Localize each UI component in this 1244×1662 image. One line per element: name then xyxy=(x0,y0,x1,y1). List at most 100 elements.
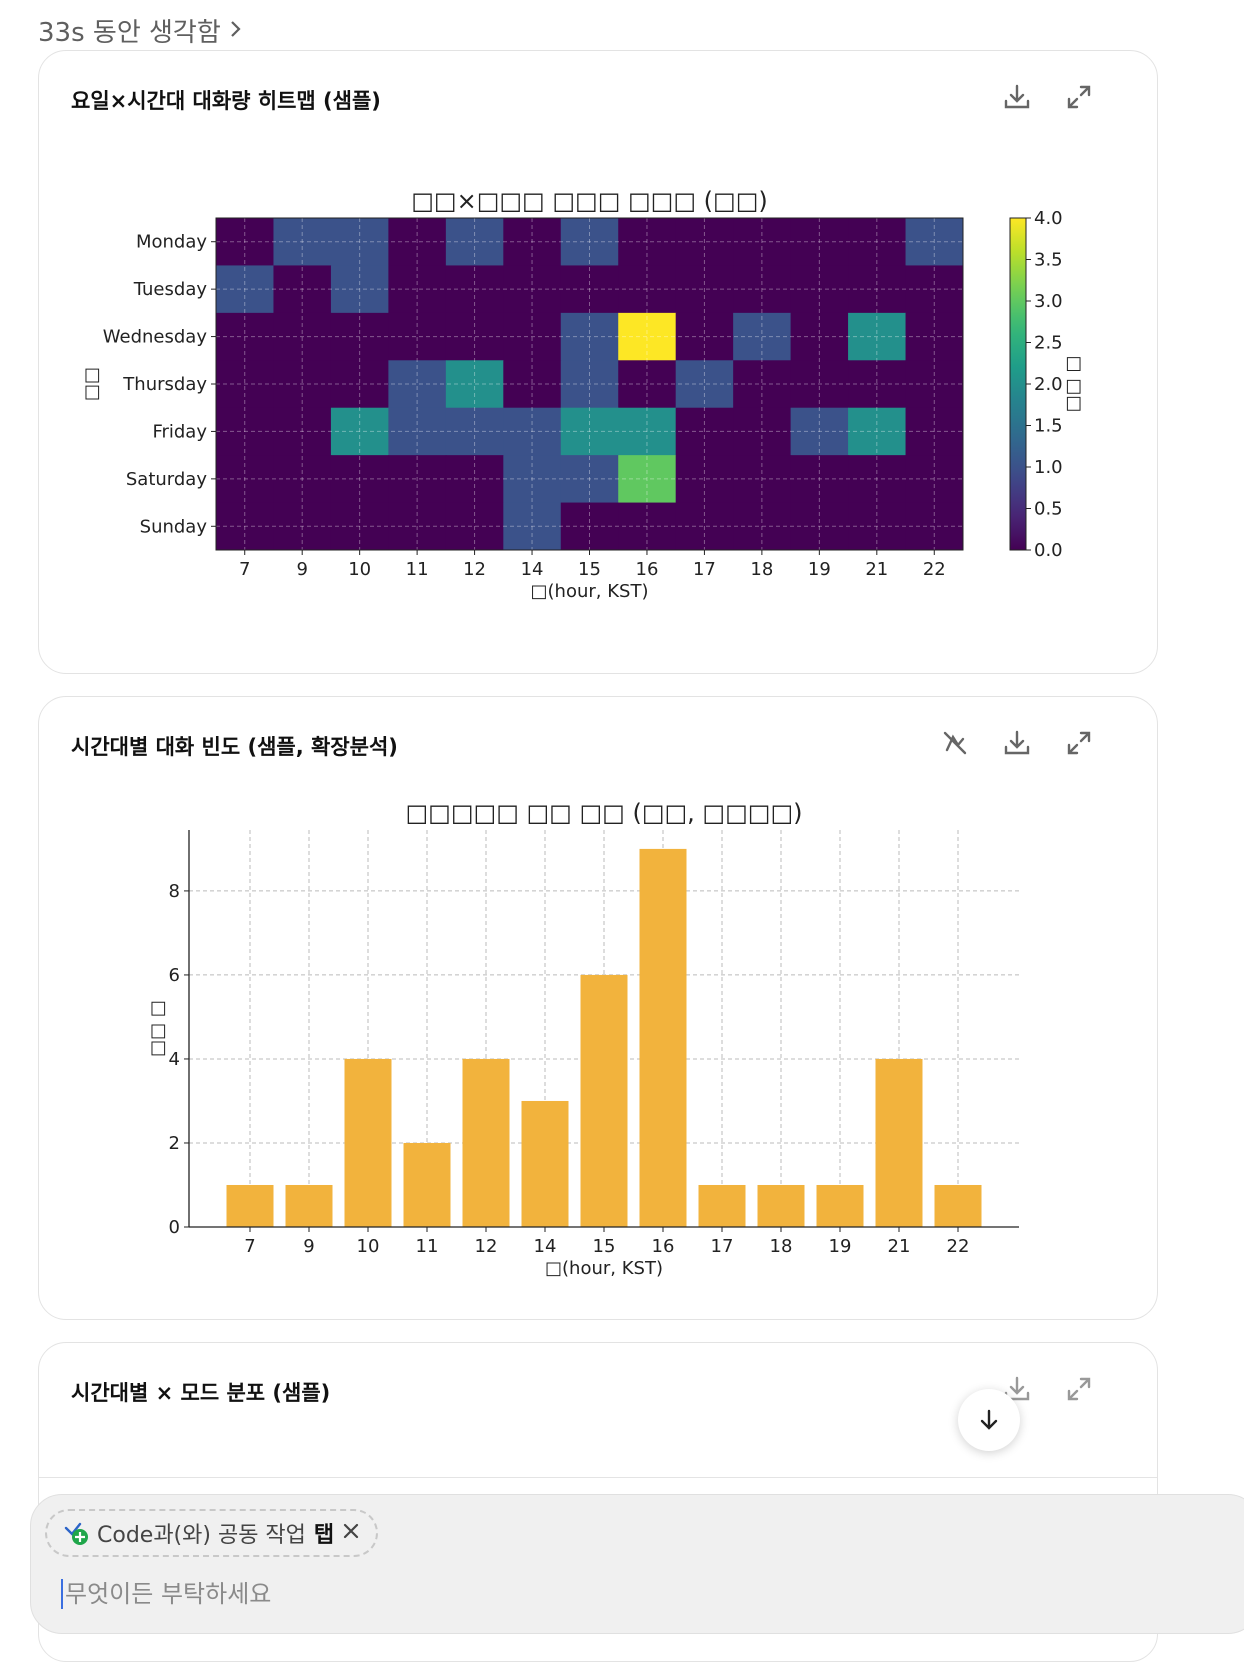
heatmap-cell xyxy=(330,360,389,409)
thought-label: 33s 동안 생각함 xyxy=(38,18,221,48)
y-tick-label: 0 xyxy=(169,1217,180,1238)
heatmap-cell xyxy=(675,502,734,551)
heatmap-cell xyxy=(388,455,447,504)
heatmap-cell xyxy=(790,502,849,551)
scroll-to-bottom-button[interactable] xyxy=(958,1389,1020,1451)
heatmap-cell xyxy=(216,455,274,504)
heatmap-cell xyxy=(273,218,332,266)
heatmap-cell xyxy=(560,455,619,504)
heatmap-cell xyxy=(733,218,792,266)
colorbar-tick-label: 0.5 xyxy=(1034,499,1063,520)
bar xyxy=(344,1058,392,1227)
y-tick-label: Saturday xyxy=(126,469,207,490)
heatmap-cell xyxy=(503,265,562,314)
heatmap-cell xyxy=(560,407,619,456)
heatmap-cell xyxy=(675,265,734,314)
heatmap-cell xyxy=(733,502,792,551)
bar xyxy=(639,848,687,1227)
heatmap-cell xyxy=(675,407,734,456)
x-tick-label: 10 xyxy=(357,1236,380,1257)
heatmap-cell xyxy=(905,455,964,504)
heatmap-cell xyxy=(503,407,562,456)
card-title: 시간대별 대화 빈도 (샘플, 확장분석) xyxy=(71,735,398,759)
heatmap-cell xyxy=(388,360,447,409)
chip-label: Code과(와) 공동 작업 xyxy=(97,1523,306,1548)
bar-chart: □□□□□ □□ □□ (□□, □□□□) 7 9 10 11 12 14 15 16 17 18… xyxy=(147,799,1019,1279)
chart-interactive-toggle-button[interactable] xyxy=(935,723,975,763)
heatmap-cell xyxy=(445,502,504,551)
prompt-input[interactable]: 무엇이든 부탁하세요 xyxy=(61,1579,271,1609)
heatmap-cell xyxy=(330,218,389,266)
heatmap-cell xyxy=(675,218,734,266)
close-icon[interactable] xyxy=(342,1521,360,1546)
code-collab-chip[interactable]: Code과(와) 공동 작업 탭 xyxy=(45,1509,379,1557)
heatmap-cell xyxy=(273,502,332,551)
heatmap-cell xyxy=(905,360,964,409)
bar xyxy=(462,1058,510,1227)
x-tick-label: 12 xyxy=(475,1236,498,1257)
y-tick-label: Thursday xyxy=(122,374,207,395)
bar xyxy=(757,1184,805,1227)
heatmap-cell xyxy=(733,360,792,409)
heatmap-cell xyxy=(273,360,332,409)
heatmap-cell xyxy=(790,455,849,504)
bar xyxy=(226,1184,274,1227)
heatmap-cell xyxy=(733,455,792,504)
x-tick-label: 19 xyxy=(808,559,831,580)
heatmap-cell xyxy=(388,502,447,551)
chart-sparkle-off-icon xyxy=(943,731,967,755)
heatmap-cell xyxy=(733,312,792,361)
chart-card-heatmap: 요일×시간대 대화량 히트맵 (샘플) □□×□□□ □□□ □□□ (□□) 7… xyxy=(38,50,1158,674)
heatmap-cell xyxy=(618,360,677,409)
x-axis-label: □(hour, KST) xyxy=(545,1258,663,1279)
x-tick-label: 16 xyxy=(636,559,659,580)
x-tick-label: 14 xyxy=(521,559,544,580)
heatmap-cell xyxy=(445,312,504,361)
bar xyxy=(521,1100,569,1227)
heatmap-cell xyxy=(216,312,274,361)
expand-button[interactable] xyxy=(1059,77,1099,117)
heatmap-cell xyxy=(273,265,332,314)
heatmap-cell xyxy=(905,265,964,314)
heatmap-cell xyxy=(905,407,964,456)
heatmap-cell xyxy=(675,360,734,409)
download-button[interactable] xyxy=(997,77,1037,117)
colorbar-label: □ □□ xyxy=(1064,356,1085,413)
heatmap-cell xyxy=(618,265,677,314)
heatmap-cell xyxy=(848,360,907,409)
expand-button[interactable] xyxy=(1059,1369,1099,1409)
x-tick-label: 10 xyxy=(348,559,371,580)
heatmap-cell xyxy=(216,218,274,266)
colorbar-tick-label: 1.0 xyxy=(1034,457,1063,478)
arrow-down-icon xyxy=(980,1409,998,1430)
heatmap-cell xyxy=(848,502,907,551)
expand-button[interactable] xyxy=(1059,723,1099,763)
heatmap-cell xyxy=(216,265,274,314)
heatmap-cell xyxy=(216,502,274,551)
heatmap-cell xyxy=(733,407,792,456)
heatmap-cell xyxy=(388,312,447,361)
heatmap-cell xyxy=(330,312,389,361)
thought-toggle[interactable]: 33s 동안 생각함 xyxy=(38,12,243,49)
x-tick-label: 7 xyxy=(239,559,250,580)
y-tick-label: 8 xyxy=(169,881,180,902)
heatmap-cell xyxy=(388,265,447,314)
expand-icon xyxy=(1067,85,1091,109)
heatmap-cell xyxy=(216,407,274,456)
bar xyxy=(934,1184,982,1227)
chip-label-bold: 탭 xyxy=(313,1523,335,1548)
heatmap-cell xyxy=(848,265,907,314)
heatmap-cell xyxy=(216,360,274,409)
x-tick-label: 12 xyxy=(463,559,486,580)
heatmap-cell xyxy=(560,312,619,361)
card-title: 시간대별 × 모드 분포 (샘플) xyxy=(71,1381,331,1405)
heatmap-cell xyxy=(848,312,907,361)
download-button[interactable] xyxy=(997,723,1037,763)
heatmap-cell xyxy=(560,265,619,314)
heatmap-cell xyxy=(790,218,849,266)
bar xyxy=(403,1142,451,1227)
heatmap-cell xyxy=(618,218,677,266)
y-tick-label: Friday xyxy=(152,421,207,442)
y-tick-label: Tuesday xyxy=(133,279,208,300)
y-tick-label: 6 xyxy=(169,965,180,986)
